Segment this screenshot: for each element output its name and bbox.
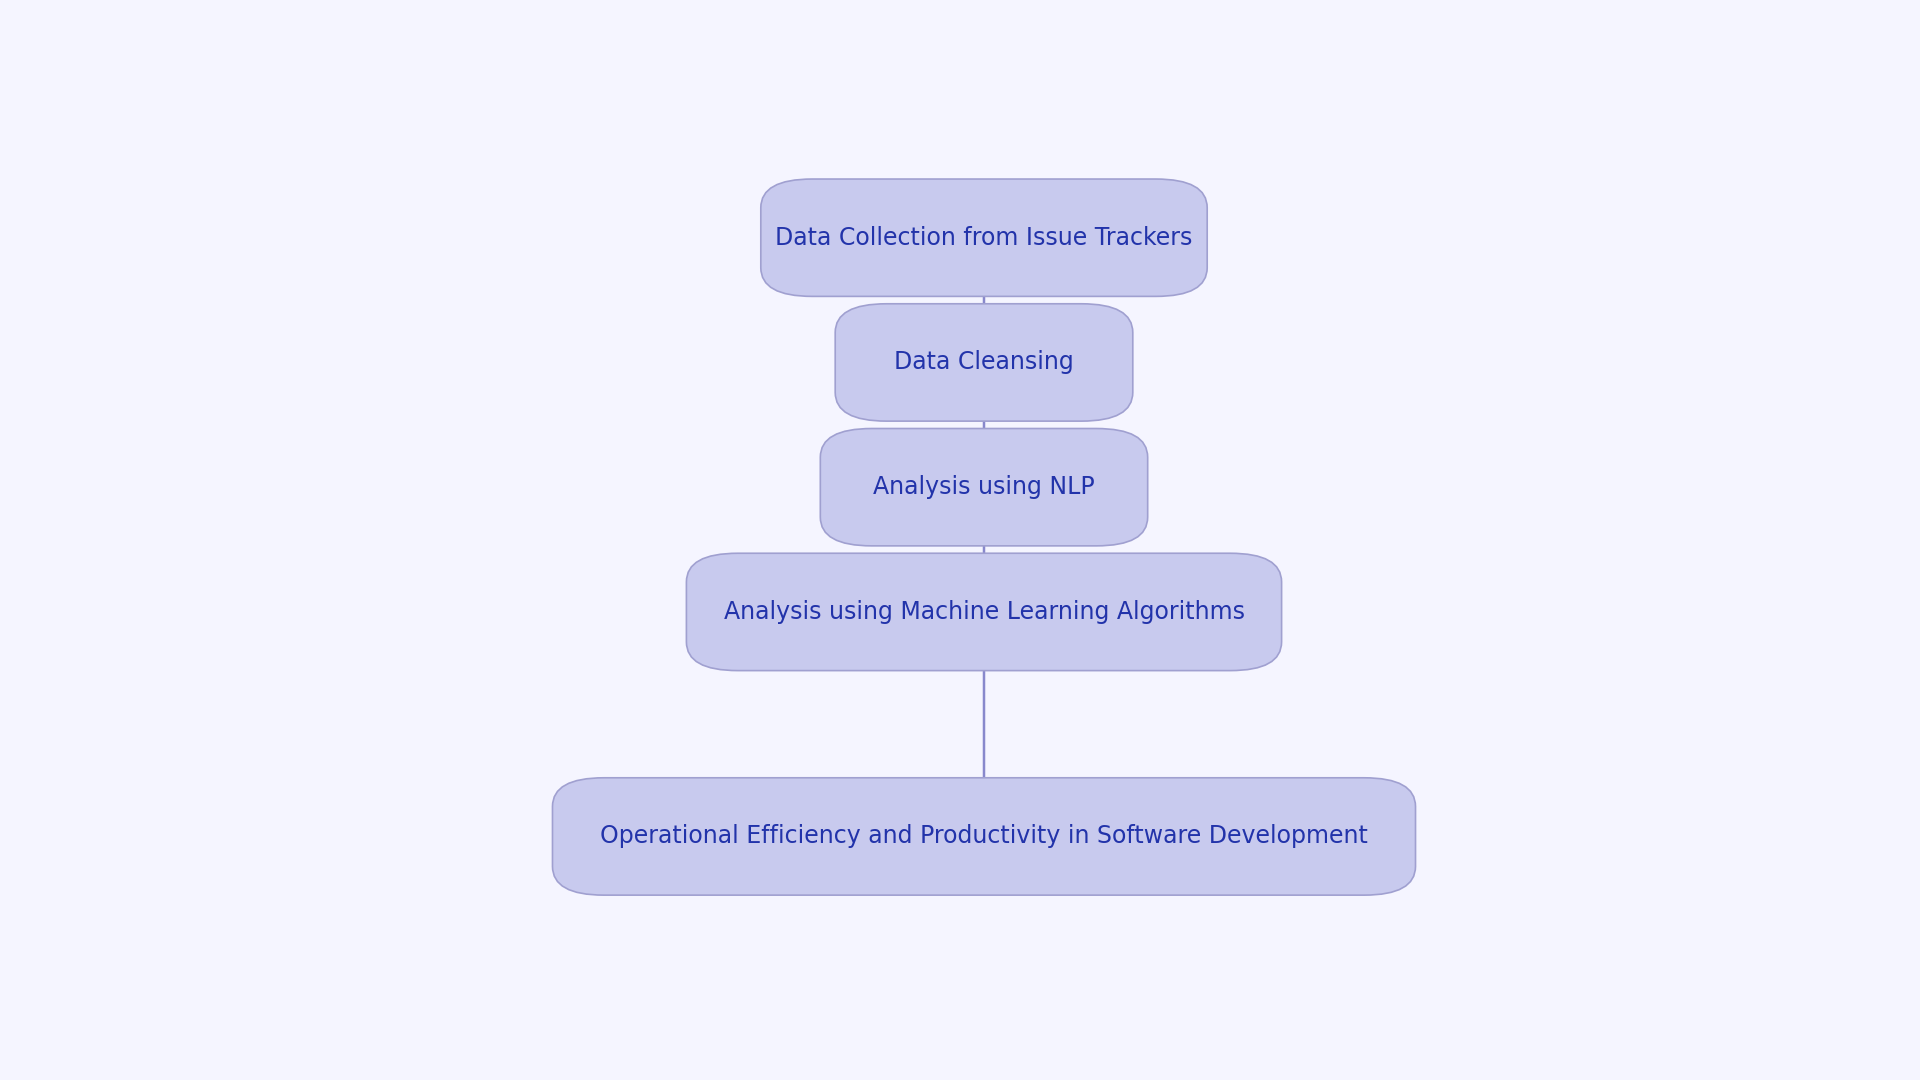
FancyBboxPatch shape bbox=[820, 429, 1148, 545]
FancyBboxPatch shape bbox=[553, 778, 1415, 895]
Text: Data Collection from Issue Trackers: Data Collection from Issue Trackers bbox=[776, 226, 1192, 249]
FancyBboxPatch shape bbox=[760, 179, 1208, 296]
FancyBboxPatch shape bbox=[835, 303, 1133, 421]
Text: Operational Efficiency and Productivity in Software Development: Operational Efficiency and Productivity … bbox=[601, 824, 1367, 849]
Text: Data Cleansing: Data Cleansing bbox=[895, 350, 1073, 375]
FancyBboxPatch shape bbox=[687, 553, 1283, 671]
Text: Analysis using NLP: Analysis using NLP bbox=[874, 475, 1094, 499]
Text: Analysis using Machine Learning Algorithms: Analysis using Machine Learning Algorith… bbox=[724, 599, 1244, 624]
